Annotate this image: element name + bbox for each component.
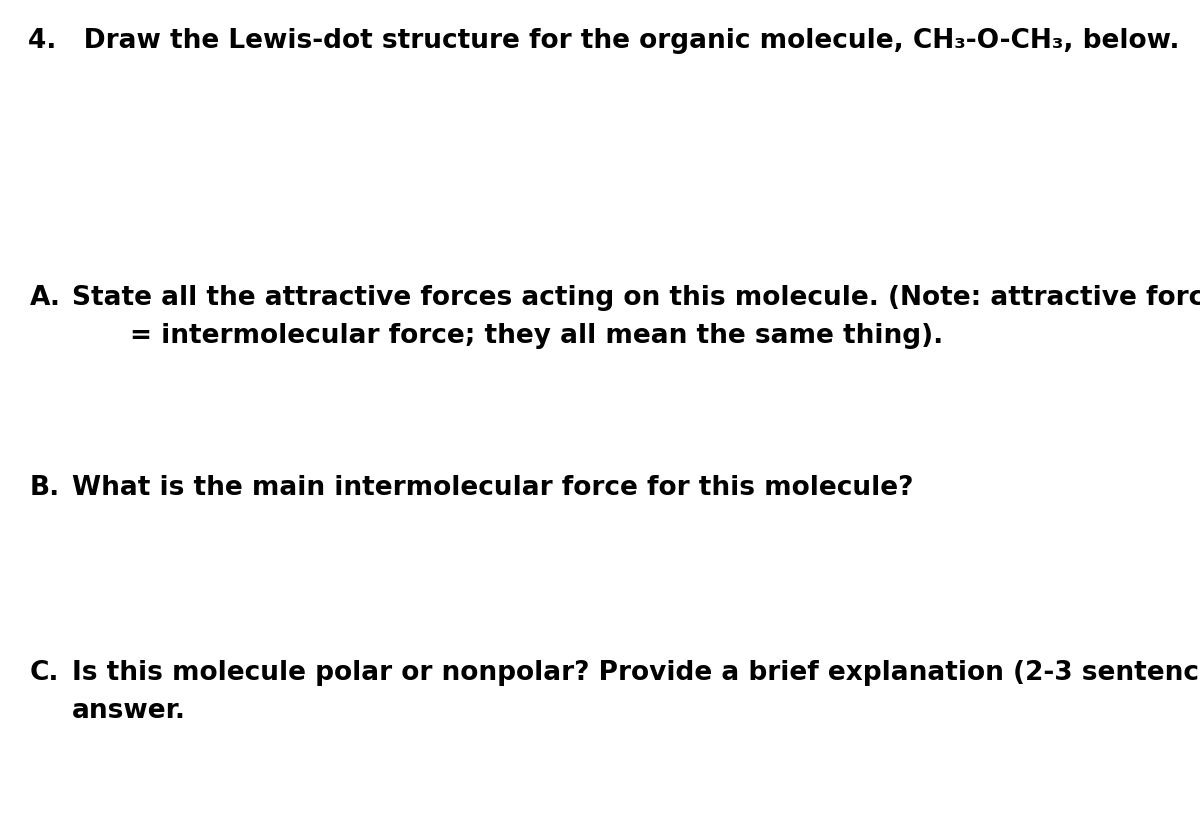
Text: answer.: answer. (72, 698, 186, 724)
Text: Is this molecule polar or nonpolar? Provide a brief explanation (2-3 sentences) : Is this molecule polar or nonpolar? Prov… (72, 660, 1200, 686)
Text: State all the attractive forces acting on this molecule. (Note: attractive force: State all the attractive forces acting o… (72, 285, 1200, 311)
Text: 4.   Draw the Lewis-dot structure for the organic molecule, CH₃-O-CH₃, below.: 4. Draw the Lewis-dot structure for the … (28, 28, 1180, 54)
Text: C.: C. (30, 660, 60, 686)
Text: = intermolecular force; they all mean the same thing).: = intermolecular force; they all mean th… (130, 323, 943, 349)
Text: B.: B. (30, 475, 60, 501)
Text: A.: A. (30, 285, 61, 311)
Text: What is the main intermolecular force for this molecule?: What is the main intermolecular force fo… (72, 475, 913, 501)
